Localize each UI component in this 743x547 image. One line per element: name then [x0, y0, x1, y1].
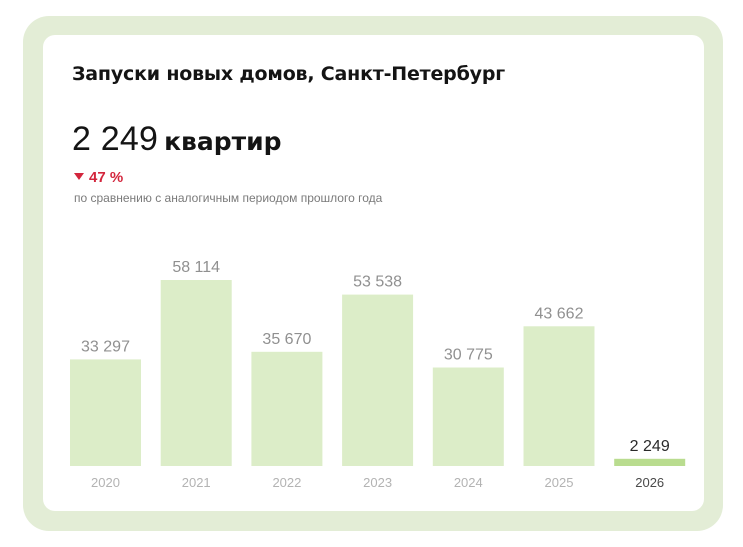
bar-2023: [342, 294, 414, 466]
value-labels-group: 33 297 58 114 35 670 53 538 30 775 43 662 2 24…: [81, 259, 670, 455]
bar-2024: [432, 367, 504, 466]
arrow-down-icon: [74, 173, 84, 180]
bar-2022: [251, 351, 323, 466]
year-label-2026: 2026: [635, 475, 664, 490]
value-label-2020: 33 297: [81, 338, 130, 355]
year-label-2025: 2025: [545, 475, 574, 490]
value-label-2024: 30 775: [444, 347, 493, 364]
year-label-2021: 2021: [182, 475, 211, 490]
change-value: 47 %: [89, 169, 124, 186]
year-label-2023: 2023: [363, 475, 392, 490]
year-label-2022: 2022: [272, 475, 301, 490]
chart-title: Запуски новых домов, Санкт-Петербург: [72, 63, 505, 85]
value-label-2023: 53 538: [353, 274, 402, 291]
comparison-note: по сравнению с аналогичным периодом прош…: [74, 191, 383, 205]
bar-2020: [70, 359, 141, 466]
value-label-2026: 2 249: [630, 438, 670, 455]
bars-group: [70, 280, 686, 466]
value-label-2021: 58 114: [172, 259, 220, 276]
value-label-2022: 35 670: [262, 331, 311, 348]
year-labels-group: 2020 2021 2022 2023 2024 2025 2026: [91, 475, 664, 490]
bar-2025: [523, 326, 595, 466]
change-indicator: 47 %: [74, 169, 123, 186]
total-unit: квартир: [164, 127, 282, 156]
year-label-2020: 2020: [91, 475, 120, 490]
total-value: 2 249: [72, 120, 159, 158]
bar-2021: [160, 280, 232, 466]
value-label-2025: 43 662: [535, 305, 584, 322]
total-value-block: 2 249 квартир: [72, 120, 282, 159]
bar-2026: [614, 458, 686, 466]
year-label-2024: 2024: [454, 475, 483, 490]
